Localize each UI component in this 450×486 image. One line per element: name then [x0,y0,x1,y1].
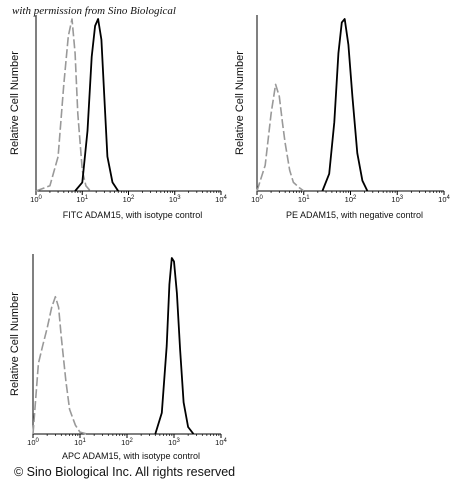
x-tick-label: 104 [215,438,227,447]
control-histogram-line [256,83,305,192]
x-tick-label: 103 [169,195,181,204]
watermark: with permission from Sino Biological [12,5,176,17]
x-tick-label: 100 [251,195,263,204]
axis-frame [256,15,444,192]
x-tick-label: 101 [76,195,88,204]
sample-histogram-line [154,257,195,435]
x-tick-label: 101 [74,438,86,447]
x-tick-label: 103 [168,438,180,447]
x-tick-label: 102 [121,438,133,447]
control-histogram-line [35,18,92,192]
x-tick-label: 100 [27,438,39,447]
histogram-panel-pe: 100 101 102 103 104 Relative Cell Number PE AD… [234,15,450,220]
sample-histogram-line [321,18,369,192]
x-tick-label: 104 [438,195,450,204]
x-tick-label: 102 [123,195,135,204]
sample-histogram-line [74,18,119,192]
copyright-notice: © Sino Biological Inc. All rights reserv… [14,465,236,479]
x-tick-label: 102 [345,195,357,204]
x-axis-label: PE ADAM15, with negative control [286,210,423,220]
y-axis-label: Relative Cell Number [9,292,21,396]
histogram-panel-apc: 100 101 102 103 104 Relative Cell Number APC A… [9,254,228,461]
histogram-panel-fitc: 100 101 102 103 104 Relative Cell Number FITC … [9,15,228,220]
control-histogram-line [32,295,88,435]
y-axis-label: Relative Cell Number [234,51,246,155]
x-axis-label: FITC ADAM15, with isotype control [63,210,203,220]
x-tick-label: 103 [391,195,403,204]
x-tick-label: 104 [215,195,227,204]
axis-frame [32,254,221,435]
x-tick-label: 101 [298,195,310,204]
axis-frame [35,15,221,192]
x-tick-label: 100 [30,195,42,204]
y-axis-label: Relative Cell Number [9,51,21,155]
x-axis-label: APC ADAM15, with isotype control [62,451,200,461]
